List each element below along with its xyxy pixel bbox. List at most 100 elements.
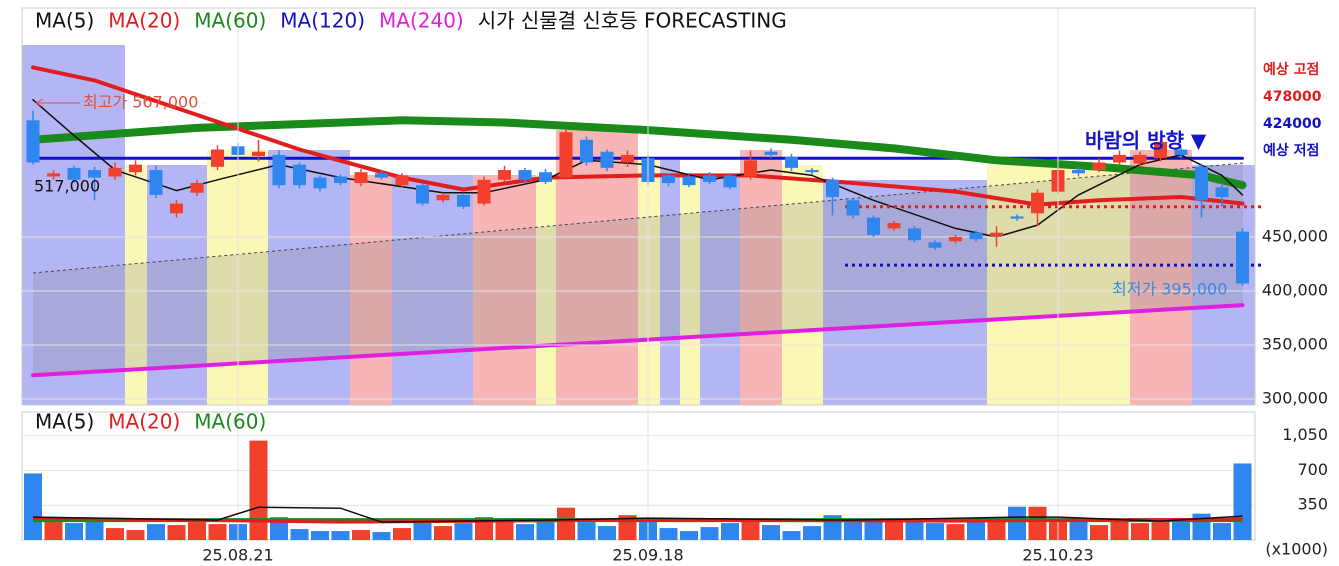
volume-bar [352, 530, 370, 540]
volume-bar [413, 519, 432, 540]
legend-entry: MA(5) [35, 9, 94, 33]
candle-body [682, 176, 696, 186]
candle-body [1072, 170, 1085, 174]
volume-bar [721, 523, 739, 540]
volume-bar [598, 526, 616, 540]
candle-body [928, 242, 942, 248]
candle-body [990, 232, 1003, 236]
y-tick-label: 400,000 [1262, 281, 1328, 300]
candle-body [354, 172, 368, 184]
volume-bar [249, 440, 268, 540]
ma-line [31, 303, 1245, 378]
forecast-high: 478000 [1263, 89, 1322, 105]
volume-bar [516, 524, 534, 540]
legend-entry: MA(20) [108, 9, 180, 33]
volume-bar [1213, 523, 1231, 540]
y-tick-label: 300,000 [1262, 389, 1328, 408]
forecast-low-label: 예상 저점 [1263, 142, 1319, 159]
volume-bar [536, 522, 555, 540]
candle-body [375, 173, 388, 178]
volume-bar [65, 523, 83, 540]
candle-body [149, 170, 163, 195]
volume-bar [700, 527, 719, 540]
high-annotation: 최고가 567,000 [83, 93, 198, 112]
y-tick-label: 350,000 [1262, 335, 1328, 354]
candle-body [395, 175, 409, 186]
candle-body [949, 237, 962, 242]
volume-bar [372, 532, 391, 540]
y-tick-label: 350 [1297, 495, 1328, 514]
candle-body [416, 185, 429, 204]
volume-bar [44, 521, 63, 540]
candle-body [662, 175, 675, 184]
candle-body [1195, 166, 1208, 201]
volume-bar [1090, 525, 1108, 540]
candle-body [313, 177, 327, 189]
volume-bar [1110, 521, 1129, 540]
volume-bar [495, 519, 514, 540]
candle-body [1154, 141, 1167, 159]
x-tick-label: 25.08.21 [202, 546, 273, 565]
candle-body [846, 200, 860, 216]
candle-body [477, 179, 491, 204]
volume-bar [1172, 522, 1190, 540]
ma-line [29, 116, 1247, 190]
volume-bar [844, 522, 862, 540]
x-tick-label: 25.10.23 [1022, 546, 1093, 565]
volume-bar [577, 522, 596, 540]
volume-bar [208, 524, 227, 540]
volume-bar [967, 522, 985, 540]
candle-body [539, 172, 552, 182]
candle-body [826, 179, 839, 198]
volume-bar [1151, 522, 1170, 540]
volume-bar [987, 521, 1006, 540]
volume-bar [24, 473, 42, 540]
forecast-high-label: 예상 고점 [1263, 61, 1319, 78]
ma-line [32, 516, 1243, 524]
volume-bar [946, 524, 965, 540]
wind-annotation: 바람의 방향 ▼ [1085, 129, 1207, 153]
candle-body [498, 170, 511, 180]
volume-bar [885, 522, 903, 540]
candle-body [764, 151, 778, 155]
legend-entry: MA(60) [194, 9, 266, 33]
candle-body [1236, 231, 1249, 284]
volume-bar [475, 517, 493, 540]
volume-frame [21, 411, 1256, 541]
volume-ma [32, 506, 1243, 524]
volume-bar [803, 526, 821, 540]
volume-unit: (x1000) [1265, 540, 1328, 559]
volume-bar [290, 529, 309, 540]
y-tick-label: 450,000 [1262, 227, 1328, 246]
candle-body [785, 157, 798, 168]
volume-bar [926, 523, 944, 540]
candle-body [170, 203, 183, 214]
volume-bar [762, 525, 780, 540]
ma-line [32, 99, 1244, 238]
volume-bar [106, 528, 124, 540]
signal-bands [22, 45, 1255, 405]
candle-body [1092, 162, 1106, 171]
volume-bar [454, 523, 473, 540]
volume-bar [167, 525, 186, 540]
forecast-low: 424000 [1263, 116, 1322, 132]
candle-body [211, 149, 224, 167]
candle-body [108, 167, 122, 177]
volume-bar [311, 531, 329, 540]
volume-bar [1008, 506, 1026, 540]
legend-text: 시가 신물결 신호등 FORECASTING [478, 9, 787, 33]
legend-entry: MA(60) [194, 410, 266, 434]
candle-body [88, 170, 101, 178]
candle-body [190, 183, 204, 193]
candle-body [908, 228, 921, 241]
price-frame [21, 7, 1256, 406]
volume-bar [434, 526, 452, 540]
candle-body [436, 194, 450, 201]
volume-bar [126, 530, 145, 540]
candle-body [969, 232, 983, 240]
volume-bar [331, 531, 350, 540]
candle-body [252, 151, 265, 156]
candle-body [580, 139, 593, 163]
volume-bar [905, 522, 924, 540]
